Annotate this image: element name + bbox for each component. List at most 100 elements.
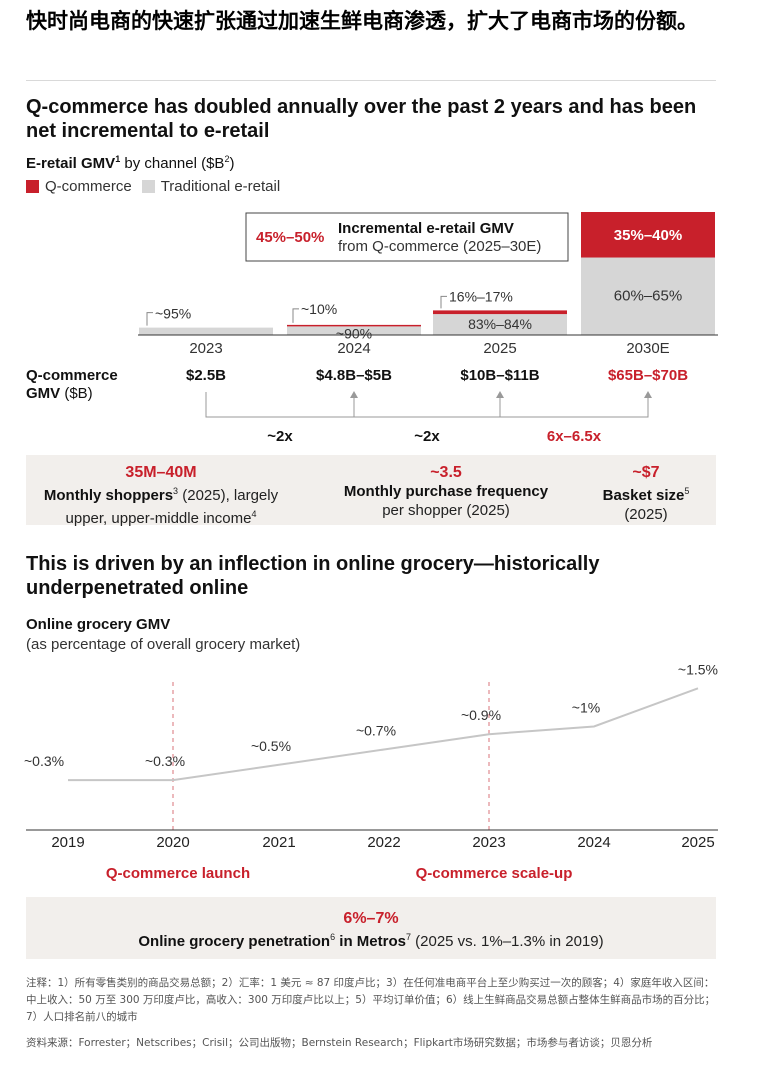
bar-traditional-2025 xyxy=(433,314,567,335)
growth-label-1: ~2x xyxy=(267,428,293,445)
bar-traditional-2023 xyxy=(139,327,273,335)
footnote-ref: 2 xyxy=(224,154,230,164)
callout-value: 45%–50% xyxy=(256,229,324,246)
stat-purchase-frequency: ~3.5 Monthly purchase frequency per shop… xyxy=(326,463,566,520)
gmv-row-label: Q-commerce xyxy=(26,367,118,384)
chart1-bars xyxy=(139,212,715,335)
footnote-ref: 1 xyxy=(115,154,121,164)
stat-title: Monthly purchase frequency xyxy=(343,483,549,500)
bar-qcommerce-2025 xyxy=(433,310,567,315)
callout-line1: Incremental e-retail GMV xyxy=(338,220,514,237)
x-tick-label: 2023 xyxy=(189,340,222,357)
x-tick-label: 2023 xyxy=(472,834,505,851)
legend-label: Q-commerce xyxy=(45,178,132,195)
chart2-subtitle: (as percentage of overall grocery market… xyxy=(26,636,301,653)
bar-qcommerce-2030E xyxy=(581,212,715,258)
leader-line xyxy=(292,308,299,323)
x-tick-label: 2021 xyxy=(262,834,295,851)
growth-connectors xyxy=(205,392,649,418)
callout-box xyxy=(245,212,569,262)
chart2-labels: 2019 ~0.3% 2020 ~0.3% 2021 ~0.5% 2022 ~0.7% 2023… xyxy=(24,661,718,882)
x-tick-label: 2025 xyxy=(483,340,516,357)
stat-basket-size: ~$7 Basket size5 (2025) xyxy=(586,463,706,524)
footnote-ref: 7 xyxy=(405,932,411,942)
stat-text: (2025), largely xyxy=(178,487,279,504)
gmv-label: $2.5B xyxy=(186,367,226,384)
x-tick-label: 2020 xyxy=(156,834,189,851)
share-label-traditional: ~90% xyxy=(336,325,372,341)
data-label: ~0.5% xyxy=(251,738,291,754)
x-tick-label: 2019 xyxy=(51,834,84,851)
growth-arrowheads xyxy=(350,391,652,398)
chart1-legend: Q-commerce Traditional e-retail xyxy=(26,178,290,195)
leader-line xyxy=(146,312,153,326)
stat-title: Monthly shoppers xyxy=(43,487,174,504)
stat-desc: (2025 vs. 1%–1.3% in 2019) xyxy=(410,933,604,950)
sources: 资料来源：Forrester；Netscribes；Crisil；公司出版物；B… xyxy=(26,1037,653,1049)
stat-value: ~$7 xyxy=(632,464,660,481)
data-label: ~0.9% xyxy=(461,707,501,723)
stat-value: ~3.5 xyxy=(430,464,462,481)
stat-value: 6%–7% xyxy=(343,910,399,927)
subtitle-unit: by channel ($B xyxy=(120,155,225,172)
event-label: Q-commerce scale-up xyxy=(416,865,573,882)
chart2-series-line xyxy=(68,687,699,782)
chart2-events xyxy=(172,682,490,830)
data-label: ~1.5% xyxy=(678,661,718,677)
chart2-title: Online grocery GMV xyxy=(26,616,171,633)
data-label: ~1% xyxy=(572,700,600,716)
stat-title-2: in Metros xyxy=(335,933,406,950)
stat-desc: per shopper (2025) xyxy=(382,502,510,519)
x-tick-label: 2030E xyxy=(626,340,669,357)
data-label: ~0.3% xyxy=(24,753,64,769)
legend-label: Traditional e-retail xyxy=(160,178,281,195)
bar-qcommerce-2024 xyxy=(287,324,421,327)
stat-value: 35M–40M xyxy=(125,464,197,481)
footnote-ref: 4 xyxy=(251,509,257,519)
share-label-qcommerce: ~10% xyxy=(301,301,337,317)
data-label: ~0.3% xyxy=(145,753,185,769)
chart1-svg: 2023 $2.5B ~95% 2024 $4.8B–$5B ~90% ~10% 2025 $1… xyxy=(26,212,718,445)
chart1-labels: 2023 $2.5B ~95% 2024 $4.8B–$5B ~90% ~10% 2025 $1… xyxy=(146,227,688,384)
chart1-subtitle: E-retail GMV1 by channel ($B2) xyxy=(26,154,234,172)
stat-online-grocery-penetration: 6%–7% Online grocery penetration6 in Met… xyxy=(26,909,716,951)
bar-traditional-2024 xyxy=(287,326,421,335)
stat-desc: upper, upper-middle income xyxy=(65,510,252,527)
divider xyxy=(26,80,716,81)
footnotes: 注释：1）所有零售类别的商品交易总额；2）汇率：1 美元 ≈ 87 印度卢比；3… xyxy=(26,977,716,1023)
share-label-qcommerce: 16%–17% xyxy=(449,288,513,304)
legend-item-qcommerce: Q-commerce xyxy=(26,178,132,195)
footnote-ref: 3 xyxy=(173,486,179,496)
growth-label-3: 6x–6.5x xyxy=(547,428,602,445)
section1-title: Q-commerce has doubled annually over the… xyxy=(26,96,697,142)
subtitle-end: ) xyxy=(229,155,235,172)
bar-traditional-2030E xyxy=(581,257,715,335)
legend-swatch-grey xyxy=(141,180,155,193)
subtitle-text: E-retail GMV xyxy=(26,155,116,172)
x-tick-label: 2025 xyxy=(681,834,714,851)
stat-monthly-shoppers: 35M–40M Monthly shoppers3 (2025), largel… xyxy=(26,463,296,528)
x-tick-label: 2024 xyxy=(337,340,370,357)
footnote-ref: 5 xyxy=(684,486,690,496)
x-tick-label: 2022 xyxy=(367,834,400,851)
legend-swatch-red xyxy=(26,180,39,193)
callout-line2: from Q-commerce (2025–30E) xyxy=(338,238,541,255)
gmv-label: $65B–$70B xyxy=(608,367,688,384)
chart2-svg: 2019 ~0.3% 2020 ~0.3% 2021 ~0.5% 2022 ~0.7% 2023… xyxy=(24,661,718,882)
headline: 快时尚电商的快速扩张通过加速生鲜电商渗透，扩大了电商市场的份额。 xyxy=(26,9,698,33)
share-label-traditional: 83%–84% xyxy=(468,316,532,332)
share-label-qcommerce: 35%–40% xyxy=(614,227,682,244)
growth-label-2: ~2x xyxy=(414,428,440,445)
leader-line xyxy=(440,295,447,309)
stats-panel-2: 6%–7% Online grocery penetration6 in Met… xyxy=(26,897,716,959)
data-label: ~0.7% xyxy=(356,722,396,738)
gmv-label: $4.8B–$5B xyxy=(316,367,392,384)
legend-item-traditional: Traditional e-retail xyxy=(141,178,281,195)
share-label-traditional: 60%–65% xyxy=(614,288,682,305)
stat-desc: (2025) xyxy=(624,506,668,523)
section2-title: This is driven by an inflection in onlin… xyxy=(26,553,600,599)
stats-panel-1: 35M–40M Monthly shoppers3 (2025), largel… xyxy=(26,455,716,528)
stat-title: Basket size xyxy=(602,487,685,504)
stat-title: Online grocery penetration xyxy=(138,933,331,950)
x-tick-label: 2024 xyxy=(577,834,610,851)
